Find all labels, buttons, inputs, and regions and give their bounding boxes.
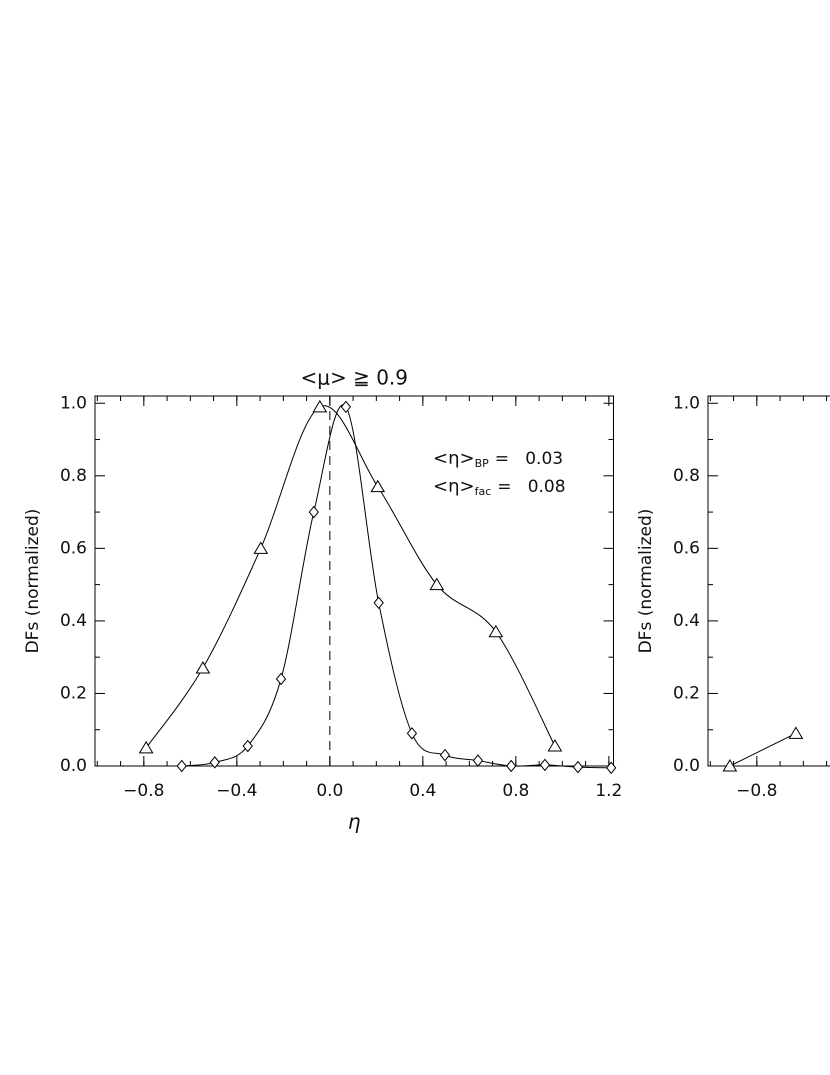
x-tick-label: 1.2 bbox=[595, 781, 622, 801]
y-tick-label: 0.0 bbox=[673, 756, 700, 776]
y-tick-label: 0.2 bbox=[673, 683, 700, 703]
y-axis-label: DFs (normalized) bbox=[23, 509, 43, 654]
x-tick-label: 0.4 bbox=[409, 781, 436, 801]
triangle-marker bbox=[722, 759, 738, 772]
y-tick-label: 0.4 bbox=[673, 611, 700, 631]
diamond-marker bbox=[340, 400, 352, 414]
plot-frame bbox=[707, 395, 830, 767]
y-tick-label: 0.8 bbox=[673, 466, 700, 486]
y-tick-label: 0.8 bbox=[60, 466, 87, 486]
panel: 0.00.20.40.60.81.0−0.8−0.4DFs (normalize… bbox=[636, 393, 830, 801]
y-tick-label: 0.4 bbox=[60, 611, 87, 631]
panel: 0.0 0.2 0.4 0.6 0.8 1.0 −0.8 −0.4 0.0 0.4 0.8 1.2 <μ… bbox=[23, 366, 622, 834]
annotation-symbol: <η> bbox=[433, 476, 475, 497]
triangle-marker bbox=[253, 541, 269, 554]
diamond-marker bbox=[242, 739, 253, 753]
chart-title: <μ> ≧ 0.9 bbox=[300, 366, 408, 390]
triangle-marker bbox=[547, 739, 563, 752]
diamond-marker bbox=[308, 505, 319, 519]
triangle-marker bbox=[312, 399, 328, 413]
diamond-marker bbox=[606, 761, 617, 775]
diamond-marker bbox=[373, 596, 384, 610]
y-tick-label: 1.0 bbox=[60, 393, 87, 413]
triangle-marker bbox=[429, 577, 445, 591]
x-tick-label: −0.4 bbox=[216, 781, 257, 801]
annotation: <η>BP = 0.03 bbox=[433, 448, 563, 470]
x-tick-label: 0.8 bbox=[502, 781, 529, 801]
x-axis-label: η bbox=[348, 810, 361, 834]
y-tick-label: 0.6 bbox=[673, 538, 700, 558]
x-tick-label: −0.8 bbox=[736, 781, 777, 801]
triangle-marker bbox=[488, 624, 504, 638]
diamond-marker bbox=[506, 759, 517, 773]
y-tick-label: 0.6 bbox=[60, 538, 87, 558]
annotation-value: = 0.08 bbox=[497, 477, 565, 497]
annotation: <η>fac = 0.08 bbox=[433, 476, 566, 498]
diamond-marker bbox=[176, 759, 187, 773]
series-curve bbox=[729, 732, 797, 767]
triangle-marker bbox=[195, 661, 211, 674]
annotation-symbol: <η> bbox=[433, 448, 475, 469]
y-tick-label: 1.0 bbox=[673, 393, 700, 413]
series-curve bbox=[181, 404, 612, 769]
diamond-marker bbox=[472, 754, 484, 767]
y-axis-label: DFs (normalized) bbox=[636, 509, 656, 654]
y-tick-label: 0.0 bbox=[60, 756, 87, 776]
series-curve bbox=[145, 405, 556, 749]
annotation-subscript: BP bbox=[475, 457, 490, 470]
triangle-marker bbox=[788, 726, 804, 739]
plot-frame bbox=[94, 395, 614, 767]
diamond-marker bbox=[439, 748, 451, 762]
annotation-subscript: fac bbox=[475, 485, 492, 498]
annotation-value: = 0.03 bbox=[495, 449, 563, 469]
y-tick-label: 0.2 bbox=[60, 683, 87, 703]
diamond-marker bbox=[209, 756, 220, 769]
triangle-marker bbox=[370, 479, 386, 493]
diamond-marker bbox=[539, 758, 551, 772]
diamond-marker bbox=[406, 727, 418, 740]
x-tick-label: −0.8 bbox=[123, 781, 164, 801]
x-tick-label: 0.0 bbox=[316, 781, 343, 801]
diamond-marker bbox=[572, 760, 584, 774]
diamond-marker bbox=[275, 672, 287, 686]
triangle-marker bbox=[138, 740, 154, 754]
